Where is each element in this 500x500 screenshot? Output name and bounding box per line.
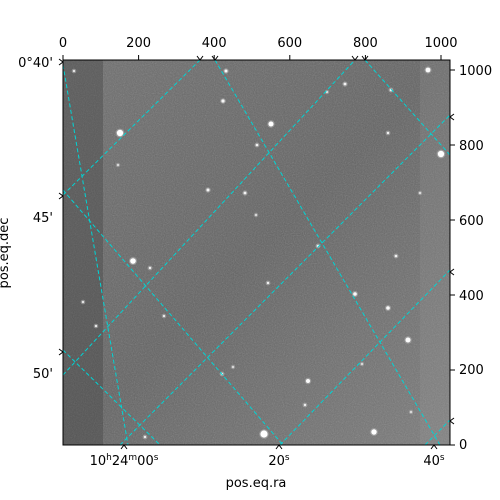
star [394,254,398,258]
top-axis: 0 200 400 600 800 1000 [59,36,458,51]
star [72,69,76,73]
star [343,82,347,86]
x-axis-title: pos.eq.ra [226,476,287,491]
grid-line [424,419,450,445]
star [361,363,363,365]
right-tick-label: 800 [459,139,484,154]
star [117,164,119,166]
dec-axis: 0°40' 45' 50' [18,56,53,382]
dec-tick [58,348,64,356]
star [437,150,445,158]
star [255,143,259,147]
dec-tick-label: 45' [33,211,53,226]
star [410,411,412,413]
ra-tick-label: 40s [423,453,445,469]
top-tick-label: 800 [353,36,378,51]
grid-edge-tick [449,268,455,276]
ra-tick-label: 10h24m00s [90,453,159,469]
star [116,129,124,137]
star [326,91,328,93]
top-tick-label: 1000 [424,36,457,51]
top-tick-label: 600 [277,36,302,51]
star [130,258,136,264]
coordinate-grid [63,60,450,445]
top-tick-label: 400 [202,36,227,51]
grid-line [214,60,441,445]
grid-edge-tick [449,417,455,425]
grid-line [63,349,161,445]
star [371,429,377,435]
grid-edge-tick [351,55,359,61]
ra-tick [275,444,283,450]
star [353,292,357,296]
grid-edge-tick [449,113,455,121]
ra-tick [430,444,438,450]
sky-image [62,59,451,446]
ra-tick-label: 20s [268,453,290,469]
star [303,403,307,407]
ra-axis: 10h24m00s 20s 40s [90,453,445,469]
grid-line [63,60,356,376]
star [306,379,310,383]
star [206,188,210,192]
top-tick-label: 200 [126,36,151,51]
axis-ticks [58,55,455,450]
star [81,300,85,304]
dec-tick-label: 50' [33,367,53,382]
grid-edge-tick [361,55,369,61]
top-tick-label: 0 [59,36,67,51]
grid-edge-tick [196,55,204,61]
star [260,430,268,438]
grid-line [279,269,450,445]
star [266,281,270,285]
star [255,214,257,216]
dec-tick [58,192,64,200]
right-tick-label: 200 [459,363,484,378]
star [386,131,390,135]
dec-tick [58,58,64,66]
right-tick-label: 1000 [459,64,492,79]
ra-tick [120,444,128,450]
star [419,192,421,194]
right-tick-label: 400 [459,289,484,304]
star [162,314,166,318]
grid-line [63,189,284,445]
y-axis-title: pos.eq.dec [0,218,12,289]
star [232,366,234,368]
star [386,306,390,310]
grid-line [364,60,450,156]
star [405,337,411,343]
star [224,69,228,73]
right-tick-label: 600 [459,214,484,229]
grid-line [63,64,129,445]
dec-tick-label: 0°40' [18,56,53,71]
star [143,435,147,439]
right-tick-label: 0 [459,438,467,453]
star [425,67,431,73]
star [221,99,225,103]
star [268,121,274,127]
star [148,266,152,270]
star [94,324,98,328]
star [243,191,247,195]
right-axis: 1000 800 600 400 200 0 [459,64,492,453]
grid-edge-tick [211,55,219,61]
